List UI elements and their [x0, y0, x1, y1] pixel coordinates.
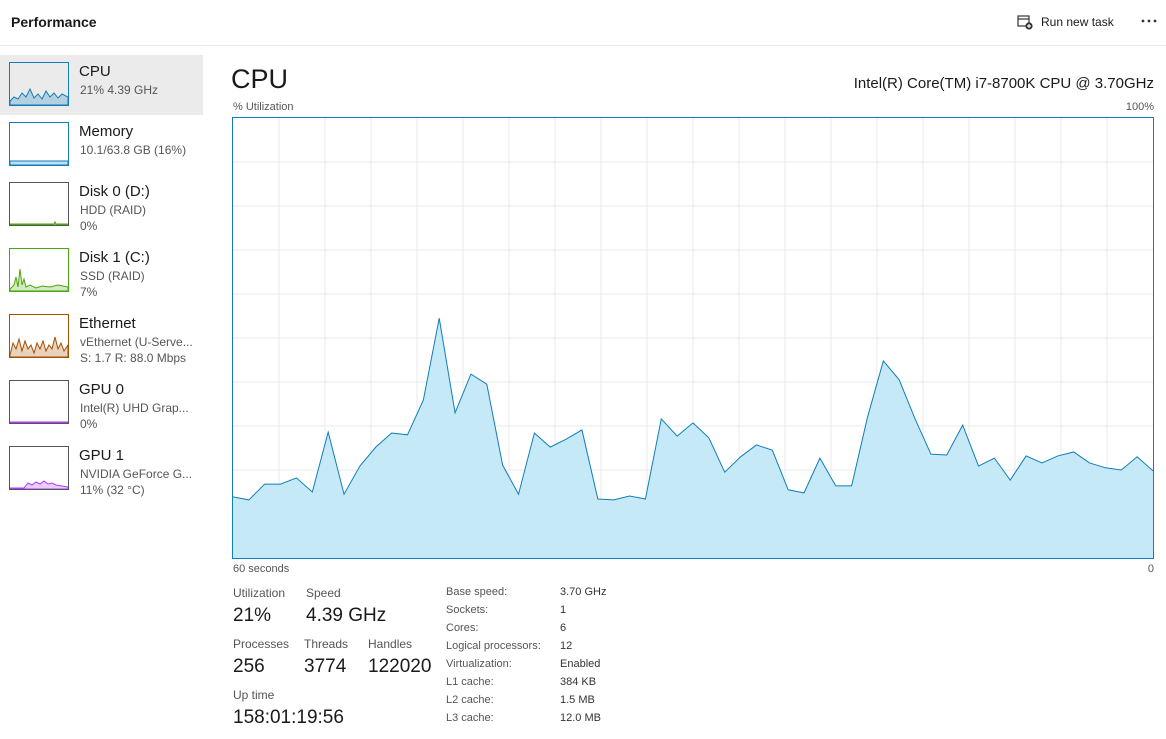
stat-label: Up time — [233, 688, 275, 702]
sidebar-item[interactable]: Ethernet vEthernet (U-Serve... S: 1.7 R: 8… — [0, 307, 203, 367]
utilization-line — [232, 318, 1154, 501]
plot-border — [232, 117, 1154, 559]
thumbnail-graph — [9, 480, 69, 490]
thumbnail — [9, 380, 69, 424]
sidebar-detail: 7% — [80, 285, 98, 299]
chart-title: CPU — [231, 64, 289, 94]
sidebar-name: Ethernet — [79, 315, 136, 332]
stat-label: Processes — [233, 637, 290, 651]
sidebar-detail: NVIDIA GeForce G... — [80, 467, 193, 481]
sidebar-name: Memory — [79, 123, 134, 140]
detail-label: Base speed: — [446, 586, 508, 598]
thumbnail-graph — [9, 421, 69, 424]
run-icon — [1017, 15, 1033, 30]
thumbnail-line — [9, 160, 69, 166]
thumbnail — [9, 248, 69, 292]
detail-label: Cores: — [446, 622, 479, 634]
thumbnail-line — [9, 480, 69, 490]
thumbnail-graph — [9, 268, 69, 292]
detail-label: Sockets: — [446, 604, 489, 616]
detail-label: L2 cache: — [446, 694, 494, 706]
thumbnail-graph — [9, 160, 69, 166]
detail-value: 3.70 GHz — [560, 586, 607, 598]
sidebar-name: GPU 1 — [79, 447, 125, 464]
cpu-chart — [232, 117, 1154, 559]
detail-value: 1 — [560, 604, 567, 616]
stat-value: 256 — [233, 656, 265, 677]
processor-name: Intel(R) Core(TM) i7-8700K CPU @ 3.70GHz — [853, 75, 1154, 92]
sidebar-item[interactable]: Memory 10.1/63.8 GB (16%) — [0, 115, 203, 175]
sidebar-detail: vEthernet (U-Serve... — [80, 335, 193, 349]
run-new-task-label: Run new task — [1041, 15, 1114, 29]
more-button[interactable] — [1140, 16, 1160, 26]
sidebar-detail: 0% — [80, 219, 98, 233]
x-end-label: 0 — [1147, 563, 1154, 575]
stat-value: 122020 — [368, 656, 432, 677]
page-title: Performance — [11, 14, 97, 30]
top-bar: Performance Run new task — [0, 0, 1166, 46]
thumbnail-line — [9, 220, 69, 226]
sidebar-name: Disk 0 (D:) — [79, 183, 150, 200]
thumbnail-line — [9, 87, 69, 106]
stat-label: Speed — [306, 586, 341, 600]
sidebar-item[interactable]: GPU 0 Intel(R) UHD Grap... 0% — [0, 373, 203, 433]
thumbnail-graph — [9, 87, 69, 106]
x-start-label: 60 seconds — [233, 563, 290, 575]
detail-value: 6 — [560, 622, 567, 634]
sidebar-detail: S: 1.7 R: 88.0 Mbps — [80, 351, 187, 365]
utilization-area — [233, 318, 1153, 558]
sidebar-item[interactable]: CPU 21% 4.39 GHz — [0, 55, 203, 115]
stat-label: Utilization — [233, 586, 286, 600]
detail-value: 1.5 MB — [560, 694, 595, 706]
sidebar-item[interactable]: GPU 1 NVIDIA GeForce G... 11% (32 °C) — [0, 439, 203, 499]
sidebar-detail: 11% (32 °C) — [80, 483, 145, 497]
thumbnail-line — [9, 336, 69, 358]
y-max-label: 100% — [1125, 101, 1154, 113]
thumbnail-line — [9, 421, 69, 424]
thumbnail — [9, 182, 69, 226]
thumbnail — [9, 314, 69, 358]
sidebar-name: CPU — [79, 63, 111, 80]
stat-label: Handles — [368, 637, 413, 651]
detail-value: 12 — [560, 640, 573, 652]
sidebar-name: Disk 1 (C:) — [79, 249, 150, 266]
thumbnail-line — [9, 268, 69, 292]
thumbnail — [9, 62, 69, 106]
detail-label: Virtualization: — [446, 658, 512, 670]
detail-label: Logical processors: — [446, 640, 541, 652]
sidebar-detail: 21% 4.39 GHz — [80, 83, 159, 97]
stat-label: Threads — [304, 637, 349, 651]
sidebar-item[interactable]: Disk 1 (C:) SSD (RAID) 7% — [0, 241, 203, 301]
sidebar-detail: HDD (RAID) — [80, 203, 146, 217]
stat-value: 4.39 GHz — [306, 605, 387, 626]
thumbnail — [9, 446, 69, 490]
sidebar-detail: Intel(R) UHD Grap... — [80, 401, 189, 415]
stat-value: 158:01:19:56 — [233, 707, 344, 728]
detail-label: L1 cache: — [446, 676, 494, 688]
detail-value: 384 KB — [560, 676, 597, 688]
y-axis-label: % Utilization — [233, 101, 294, 113]
detail-value: 12.0 MB — [560, 712, 601, 724]
sidebar-detail: SSD (RAID) — [80, 269, 145, 283]
sidebar-detail: 0% — [80, 417, 98, 431]
detail-value: Enabled — [560, 658, 601, 670]
stat-value: 3774 — [304, 656, 347, 677]
sidebar-detail: 10.1/63.8 GB (16%) — [80, 143, 187, 157]
thumbnail-graph — [9, 220, 69, 226]
sidebar-name: GPU 0 — [79, 381, 125, 398]
thumbnail — [9, 122, 69, 166]
sidebar-item[interactable]: Disk 0 (D:) HDD (RAID) 0% — [0, 175, 203, 235]
detail-label: L3 cache: — [446, 712, 494, 724]
thumbnail-graph — [9, 336, 69, 358]
stat-value: 21% — [233, 605, 272, 626]
